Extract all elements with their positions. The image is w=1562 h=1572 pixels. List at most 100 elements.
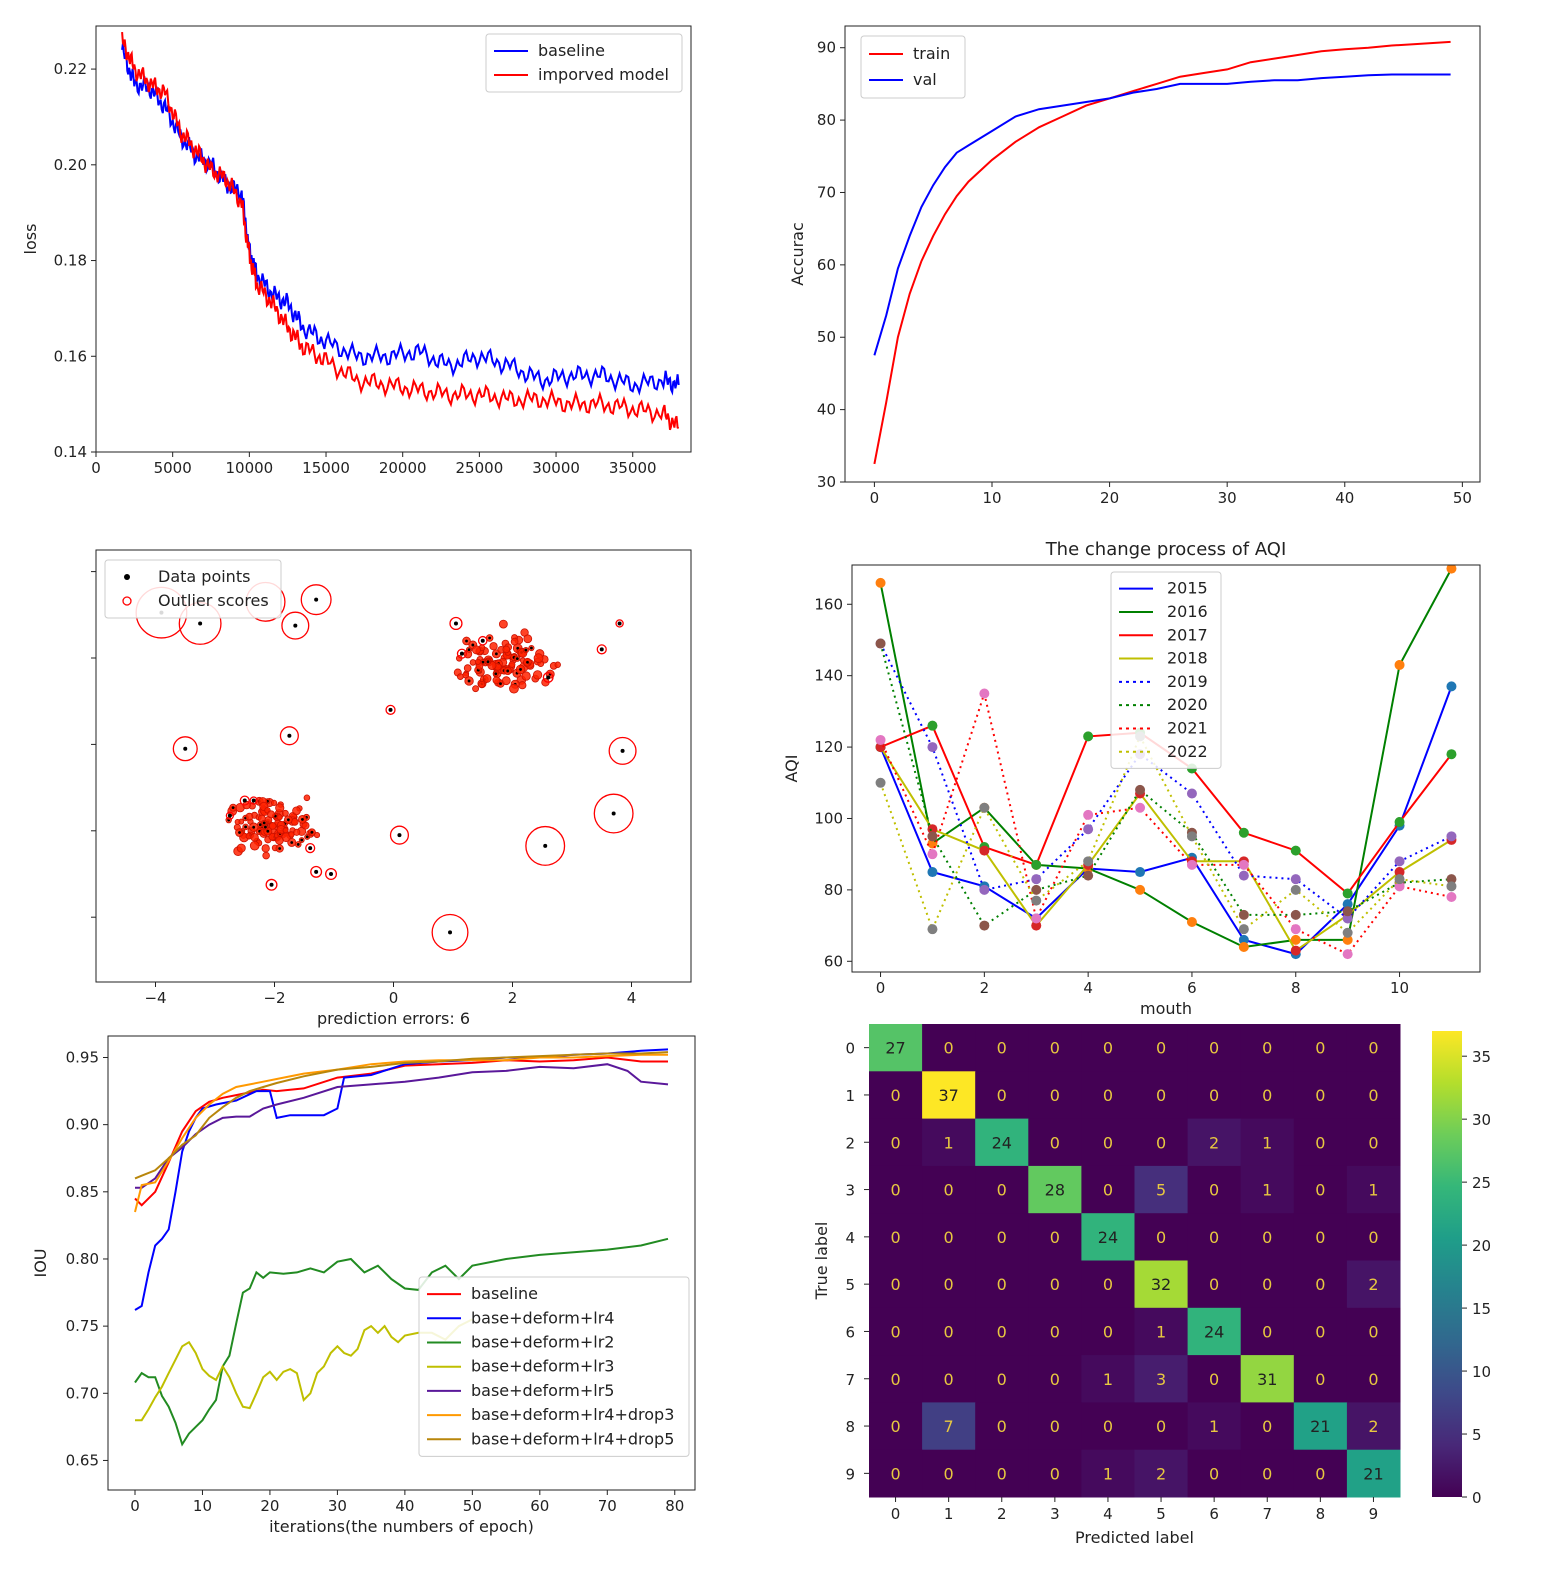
- cm-cell-value: 0: [997, 1228, 1007, 1247]
- y-tick-label: 1: [845, 1087, 855, 1105]
- y-tick-label: 50: [817, 328, 836, 346]
- aqi-marker: [1290, 884, 1301, 895]
- outlier-score-circle: [456, 648, 468, 659]
- x-tick-label: 6: [1187, 979, 1197, 997]
- legend-label: base+deform+lr4: [471, 1308, 614, 1327]
- cm-cell: [1028, 1213, 1082, 1261]
- legend-label: base+deform+lr3: [471, 1357, 614, 1376]
- x-tick-label: 8: [1316, 1505, 1326, 1523]
- legend-label: 2021: [1167, 718, 1208, 737]
- aqi-marker: [1031, 913, 1042, 924]
- cm-cell: [1346, 1165, 1401, 1214]
- cm-cell-value: 0: [1368, 1086, 1378, 1105]
- aqi-marker: [1342, 899, 1353, 910]
- cm-cell: [1240, 1118, 1295, 1167]
- cm-cell: [1187, 1118, 1242, 1167]
- cm-cell-value: 0: [1315, 1228, 1325, 1247]
- cluster-point-center: [526, 660, 529, 664]
- cm-cell-value: 0: [1103, 1275, 1113, 1294]
- aqi-marker: [1186, 917, 1197, 928]
- cm-cell: [1240, 1071, 1295, 1120]
- cm-cell: [1134, 1260, 1189, 1309]
- cm-cell: [1081, 1024, 1135, 1072]
- y-tick-label: 90: [817, 39, 836, 57]
- cm-cell-value: 0: [944, 1464, 954, 1483]
- colorbar: [1432, 1031, 1462, 1497]
- cm-cell: [975, 1024, 1029, 1072]
- outlier-score-circle: [593, 793, 634, 834]
- aqi-marker: [1446, 565, 1457, 574]
- cm-cell: [1346, 1402, 1401, 1451]
- cm-cell: [975, 1260, 1029, 1309]
- cm-cell: [1081, 1213, 1135, 1261]
- cluster-point-center: [310, 830, 314, 834]
- accuracy-chart: 0 10 20 30 40 50 30 40 50 60 70 80 90 Accurac train val: [788, 25, 1481, 507]
- aqi-marker: [927, 720, 938, 731]
- y-tick-label: 2: [845, 1134, 855, 1152]
- data-point: [329, 872, 334, 876]
- outlier-score-circle: [385, 704, 396, 715]
- cm-cell-value: 0: [997, 1181, 1007, 1200]
- colorbar-tick-label: 0: [1472, 1489, 1482, 1507]
- cluster-point: [532, 670, 543, 680]
- cm-cell: [1134, 1213, 1189, 1261]
- y-tick-label: 0: [845, 1040, 855, 1058]
- x-tick-label: 20: [260, 1497, 279, 1515]
- cluster-point: [270, 799, 278, 807]
- x-tick-label: 7: [1262, 1505, 1272, 1523]
- outlier-score-circle: [596, 644, 607, 655]
- x-tick-label: 5: [1156, 1505, 1166, 1523]
- cm-cell-value: 0: [1103, 1133, 1113, 1152]
- cm-cell-value: 24: [1204, 1322, 1224, 1341]
- cm-cell-value: 0: [1315, 1039, 1325, 1058]
- cm-cell-value: 21: [1310, 1417, 1330, 1436]
- x-tick-label: 20: [1100, 489, 1119, 507]
- cm-cell: [1293, 1071, 1348, 1120]
- cluster-point: [521, 671, 531, 681]
- chart-title: The change process of AQI: [1045, 539, 1287, 560]
- legend-label: val: [913, 70, 937, 89]
- cm-cell-value: 0: [890, 1322, 900, 1341]
- cluster-point-center: [263, 825, 267, 829]
- colorbar-tick-label: 20: [1472, 1237, 1491, 1255]
- y-tick-label: 3: [845, 1182, 855, 1200]
- aqi-marker: [1083, 824, 1094, 835]
- cluster-point: [275, 836, 284, 845]
- legend-box: [418, 1276, 690, 1457]
- cm-cell: [1187, 1024, 1242, 1072]
- cm-cell-value: 2: [1209, 1133, 1219, 1152]
- outlier-score-circle: [239, 795, 250, 806]
- y-tick-label: 80: [824, 881, 843, 899]
- cm-cell-value: 0: [1050, 1133, 1060, 1152]
- cm-cell: [1134, 1449, 1189, 1498]
- cm-cell: [1240, 1355, 1295, 1403]
- confusion-matrix-chart: 27 0 0 0 0 0 0 0 0 00 37 0 0 0 0 0 0 0 00 1 24 0 0 0 2 1 0 00 0 0 28 0 5…: [812, 1024, 1491, 1547]
- cm-cell-value: 1: [944, 1133, 954, 1152]
- cm-cell-value: 2: [1156, 1464, 1166, 1483]
- cm-cell-value: 0: [997, 1464, 1007, 1483]
- cm-cell-value: 28: [1045, 1181, 1065, 1200]
- aqi-marker: [1342, 927, 1353, 938]
- outliers-chart: −4 −2 0 2 4 prediction errors: 6 Data points Ou…: [91, 549, 692, 1028]
- aqi-marker: [1135, 867, 1146, 878]
- x-tick-label: 50: [463, 1497, 482, 1515]
- cluster-point: [482, 674, 492, 683]
- y-tick-label: 80: [817, 111, 836, 129]
- aqi-series-2022: [879, 734, 1452, 935]
- x-tick-label: 10000: [225, 459, 273, 477]
- cm-cell-value: 0: [1050, 1417, 1060, 1436]
- outlier-score-circle: [431, 913, 469, 951]
- cm-cell: [1134, 1165, 1189, 1214]
- cluster-point-center: [296, 843, 300, 846]
- y-tick-label: 0.70: [66, 1384, 99, 1402]
- outlier-score-circle: [325, 867, 338, 881]
- legend-label: train: [913, 44, 950, 63]
- cm-cell-value: 0: [1156, 1086, 1166, 1105]
- cm-cell: [1240, 1307, 1295, 1356]
- cm-cell-value: 0: [1368, 1039, 1378, 1058]
- data-point: [293, 623, 298, 628]
- cluster-point-center: [524, 648, 528, 652]
- aqi-marker: [1394, 881, 1405, 892]
- cluster-point: [275, 803, 285, 813]
- cm-cell: [1346, 1260, 1401, 1309]
